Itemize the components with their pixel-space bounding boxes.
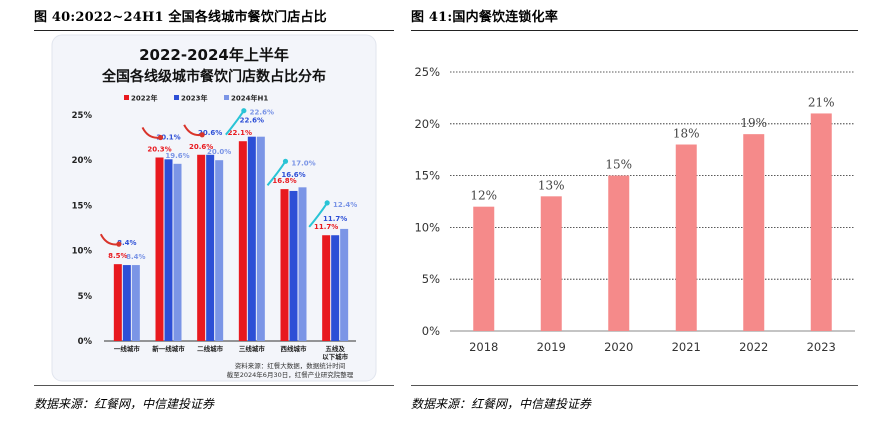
bar-1 [331, 235, 340, 341]
x-tick-label: 二线城市 [197, 344, 224, 353]
bar-2 [298, 187, 307, 341]
left-caption-rule [34, 30, 394, 31]
legend-label-0: 2022年 [131, 94, 157, 103]
trend-arrow-head-icon [157, 134, 164, 141]
legend-swatch-1 [174, 95, 179, 100]
right-source-rule [411, 385, 858, 386]
bar-0 [322, 235, 331, 341]
data-label-2: 17.0% [291, 159, 315, 167]
bar-0 [155, 157, 164, 341]
x-tick-label: 2019 [537, 340, 566, 354]
data-label-0: 8.5% [108, 252, 127, 260]
bar-2 [173, 163, 182, 341]
trend-arrow-head-icon [199, 132, 205, 138]
trend-arrow-head-icon [116, 241, 122, 247]
data-label-2: 19.6% [165, 152, 189, 160]
x-tick-label: 2020 [604, 340, 633, 354]
data-label-2: 20.0% [207, 148, 231, 156]
chart-title-line1: 2022-2024年上半年 [139, 46, 289, 64]
data-label: 12% [470, 189, 497, 203]
y-tick-label: 0% [422, 324, 440, 338]
bar-1 [164, 159, 173, 341]
left-source-rule [34, 385, 394, 386]
legend-label-1: 2023年 [181, 94, 207, 103]
y-tick-label: 15% [72, 201, 93, 211]
y-tick-label: 5% [78, 292, 93, 302]
data-label-0: 11.7% [314, 223, 338, 231]
bar-0 [113, 264, 122, 341]
data-label-0: 20.3% [147, 145, 171, 153]
bar-2 [340, 228, 349, 341]
bar [540, 196, 562, 331]
y-tick-label: 25% [414, 65, 440, 79]
data-label-1: 11.7% [323, 215, 347, 223]
trend-arrow-head-icon [282, 158, 289, 164]
data-label-1: 8.4% [117, 239, 136, 247]
y-tick-label: 5% [422, 272, 440, 286]
y-tick-label: 10% [414, 220, 440, 234]
data-label: 18% [673, 127, 700, 141]
left-figure-caption: 图 40:2022~24H1 全国各线城市餐饮门店占比 [34, 10, 327, 25]
bar [743, 134, 765, 331]
bar-1 [206, 154, 215, 341]
y-tick-label: 20% [414, 117, 440, 131]
x-tick-label: 2018 [469, 340, 498, 354]
x-tick-label: 2021 [672, 340, 701, 354]
data-label-0: 16.8% [272, 177, 296, 185]
bar-2 [131, 265, 140, 341]
legend-label-2: 2024年H1 [231, 94, 268, 103]
data-label-2: 12.4% [333, 201, 357, 209]
x-tick-label: 2022 [739, 340, 768, 354]
trend-arrow-head-icon [241, 108, 247, 114]
bar-0 [280, 189, 289, 341]
y-tick-label: 10% [72, 247, 93, 257]
y-tick-label: 25% [72, 111, 93, 121]
legend-swatch-2 [224, 95, 229, 100]
y-tick-label: 0% [78, 337, 93, 347]
bar-2 [215, 160, 224, 341]
x-tick-label: 2023 [807, 340, 836, 354]
x-tick-label-line2: 以下城市 [322, 352, 349, 361]
data-label-1: 16.6% [281, 171, 305, 179]
data-label-2: 8.4% [126, 253, 145, 261]
data-label: 15% [605, 158, 632, 172]
right-chart: 0% 5% 10% 15% 20% 25% 12% 2018 13% 2019 15% 2020 18%… [414, 65, 855, 354]
data-label: 21% [808, 95, 835, 109]
chart-note-line1: 资料来源：红餐大数据，数据统计时间 [235, 361, 346, 370]
data-label-1: 20.6% [198, 129, 222, 137]
bar-1 [289, 190, 298, 341]
y-tick-label: 15% [414, 169, 440, 183]
data-label-0: 20.6% [189, 143, 213, 151]
trend-arrow-head-icon [324, 200, 330, 206]
data-label-0: 22.1% [228, 129, 252, 137]
chart-note-line2: 截至2024年6月30日，红餐产业研究院整理 [227, 370, 354, 379]
bar-2 [256, 136, 265, 341]
right-figure-caption: 图 41:国内餐饮连锁化率 [411, 10, 559, 25]
right-source-note: 数据来源：红餐网，中信建投证券 [411, 397, 592, 411]
bar [675, 144, 697, 331]
data-label-1: 20.1% [156, 133, 180, 141]
y-tick-label: 20% [72, 156, 93, 166]
x-tick-label: 五线及 [325, 344, 345, 353]
bar [810, 113, 832, 331]
data-label-1: 22.6% [240, 117, 264, 125]
data-label: 13% [538, 178, 565, 192]
data-label: 19% [740, 116, 767, 130]
bar-1 [122, 265, 131, 341]
right-caption-rule [411, 30, 858, 31]
bar [473, 206, 495, 331]
bar-1 [247, 136, 256, 341]
legend-swatch-0 [124, 95, 129, 100]
bar-0 [197, 154, 206, 341]
x-tick-label: 一线城市 [114, 344, 141, 353]
bar-0 [238, 141, 247, 341]
chart-title-line2: 全国各线级城市餐饮门店数占比分布 [101, 68, 326, 85]
left-source-note: 数据来源：红餐网，中信建投证券 [34, 397, 215, 411]
data-label-2: 22.6% [250, 109, 274, 117]
x-tick-label: 新一线城市 [152, 344, 185, 353]
x-tick-label: 西线城市 [281, 344, 308, 353]
bar [608, 175, 630, 331]
x-tick-label: 三线城市 [239, 344, 265, 353]
